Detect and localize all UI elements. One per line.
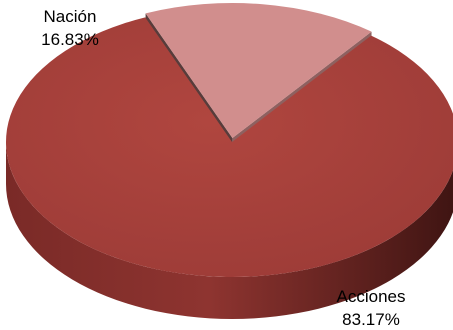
slice-label-nacion: Nación [44, 7, 97, 26]
slice-side-acciones [6, 142, 453, 319]
pie-tops [6, 3, 453, 277]
slice-label-acciones: Acciones [337, 287, 406, 306]
slice-value-acciones: 83.17% [342, 310, 400, 329]
slice-nacion [145, 3, 372, 139]
slice-value-nacion: 16.83% [41, 30, 99, 49]
slice-acciones [6, 17, 453, 277]
